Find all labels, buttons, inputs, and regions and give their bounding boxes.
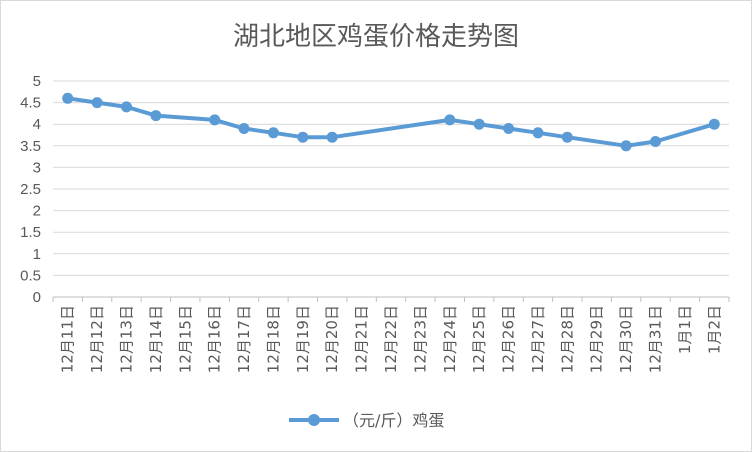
x-tick-label: 12月15日 [176, 305, 194, 373]
x-tick-label: 1月1日 [676, 305, 694, 354]
x-tick-label: 12月30日 [617, 305, 635, 373]
x-tick-label: 12月16日 [206, 305, 224, 373]
data-point [620, 140, 632, 152]
x-tick-label: 12月29日 [588, 305, 606, 373]
y-tick-label: 4 [33, 116, 41, 133]
data-point [267, 127, 279, 139]
y-tick-label: 2.5 [20, 181, 41, 198]
x-tick-label: 12月18日 [264, 305, 282, 373]
data-point [238, 123, 250, 134]
y-tick-label: 1 [33, 246, 41, 263]
y-tick-label: 4.5 [20, 95, 41, 112]
x-tick-label: 12月25日 [470, 305, 488, 373]
x-tick-label: 12月22日 [382, 305, 400, 373]
x-tick-label: 12月20日 [323, 305, 341, 373]
x-tick-label: 12月13日 [117, 305, 135, 373]
legend-label: （元/斤）鸡蛋 [343, 411, 444, 430]
data-point [473, 118, 485, 130]
y-tick-label: 3.5 [20, 138, 41, 155]
series-line [65, 96, 717, 148]
series-layer [62, 92, 720, 152]
x-tick-label: 1月2日 [705, 305, 723, 354]
data-point [650, 136, 661, 147]
y-tick-label: 0 [33, 289, 41, 306]
x-tick-label: 12月19日 [294, 305, 312, 373]
y-tick-label: 3 [33, 159, 41, 176]
chart-title: 湖北地区鸡蛋价格走势图 [233, 22, 519, 52]
data-point [297, 131, 309, 143]
data-point [532, 127, 544, 139]
data-point [326, 131, 338, 143]
legend-marker-swatch [308, 414, 320, 426]
data-point [708, 118, 720, 130]
x-tick-label: 12月26日 [500, 305, 518, 373]
x-tick-label: 12月17日 [235, 305, 253, 373]
data-point [150, 110, 162, 122]
x-tick-label: 12月28日 [558, 305, 576, 373]
legend: （元/斤）鸡蛋 [289, 411, 444, 430]
x-tick-label: 12月14日 [147, 305, 165, 373]
y-tick-label: 1.5 [20, 224, 41, 241]
x-tick-label: 12月27日 [529, 305, 547, 373]
data-point [444, 114, 456, 126]
axes: 0 0.5 1 1.5 2 2.5 3 3.5 4 4.5 5 12月11日 12月12日 12月13日 1… [20, 73, 730, 373]
x-tick-label: 12月23日 [411, 305, 429, 373]
data-point [62, 92, 74, 104]
y-tick-label: 2 [33, 203, 41, 220]
data-point [91, 97, 103, 109]
x-tick-label: 12月21日 [353, 305, 371, 373]
gridlines [53, 80, 729, 276]
data-point [503, 123, 515, 134]
data-point [561, 131, 573, 143]
data-point [209, 114, 221, 126]
x-tick-label: 12月24日 [441, 305, 459, 373]
x-tick-label: 12月11日 [59, 305, 77, 373]
x-tick-label: 12月31日 [647, 305, 665, 373]
data-point [121, 101, 132, 113]
y-tick-label: 0.5 [20, 267, 41, 284]
y-tick-label: 5 [33, 73, 41, 90]
x-tick-label: 12月12日 [88, 305, 106, 373]
